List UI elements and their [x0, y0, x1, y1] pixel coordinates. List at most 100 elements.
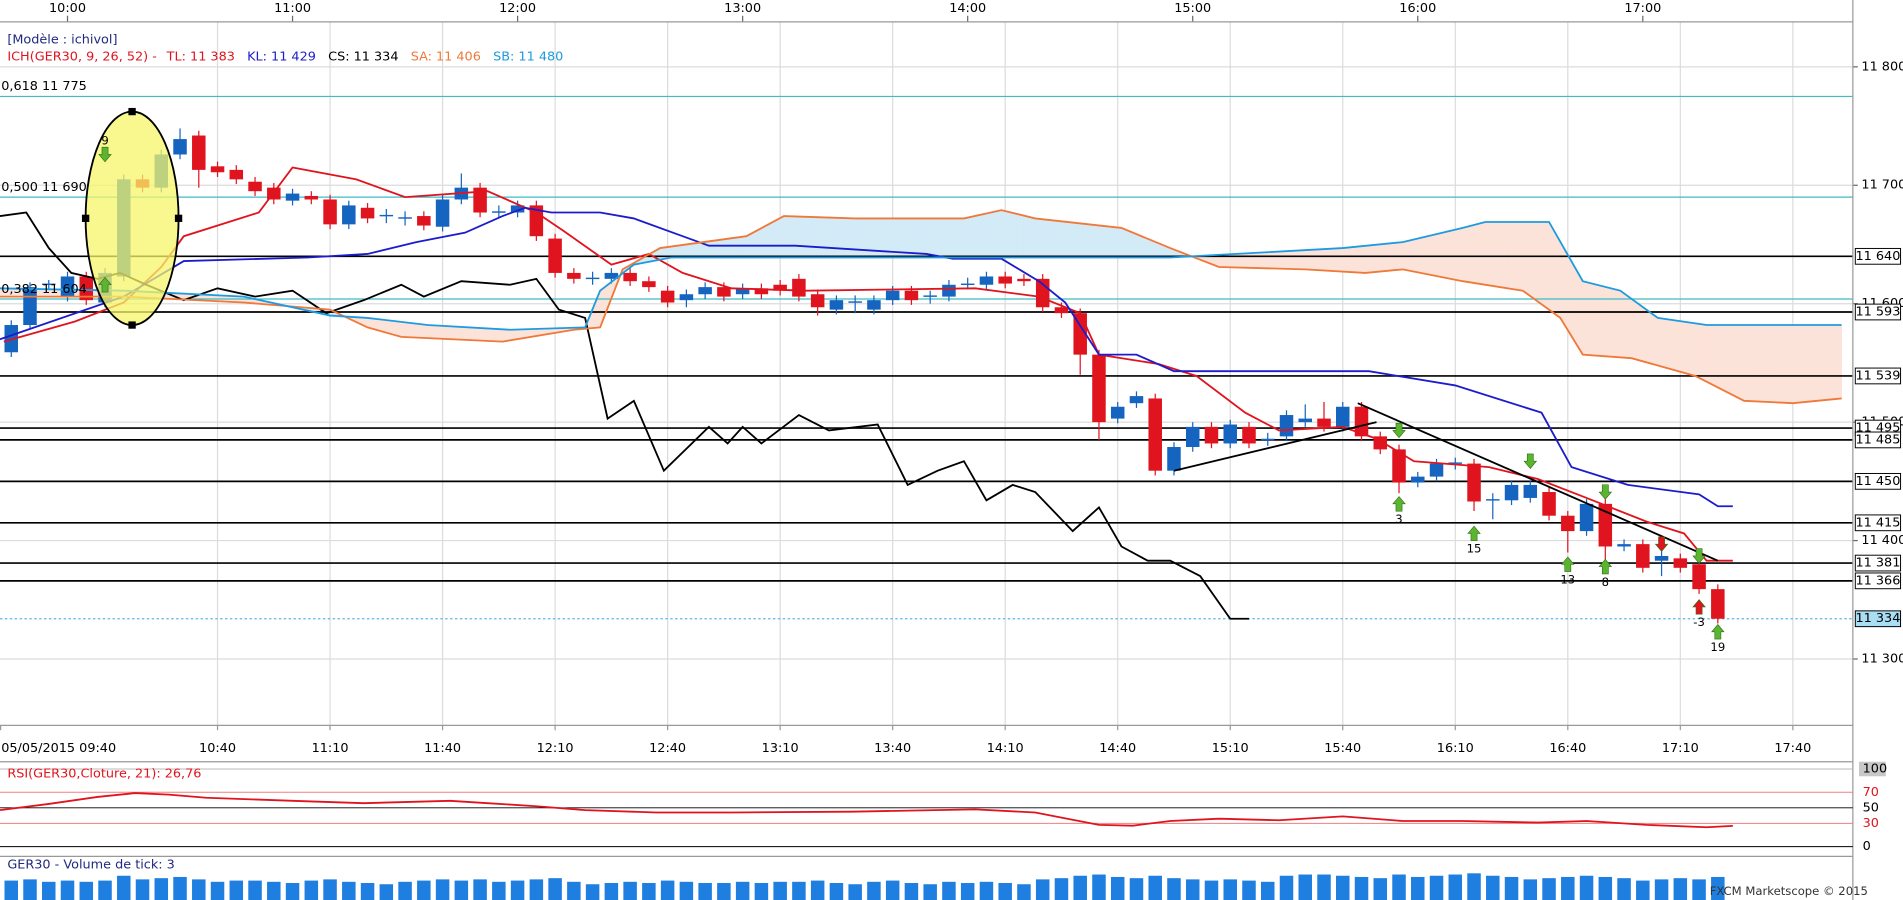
cloud [1230, 254, 1235, 268]
volume-bar [1073, 875, 1087, 900]
x-tick-label: 10:40 [199, 741, 236, 756]
volume-bar [98, 880, 112, 900]
cloud [1076, 222, 1081, 258]
rsi-tick-label: 70 [1863, 785, 1879, 800]
cloud [1245, 253, 1250, 268]
cloud [862, 218, 867, 258]
fib-label: 0,618 11 775 [1, 79, 87, 94]
cloud [1755, 325, 1760, 402]
candle-body [173, 139, 187, 155]
cloud [1609, 287, 1614, 357]
cloud [375, 318, 380, 331]
cloud [1654, 315, 1659, 366]
cloud [768, 222, 774, 258]
cloud [431, 325, 436, 339]
cloud [1635, 301, 1640, 361]
candle-body [1167, 447, 1181, 471]
cloud [1432, 234, 1437, 277]
cloud [993, 210, 999, 258]
cloud [1631, 298, 1636, 360]
cloud [1218, 254, 1224, 268]
cloud [1710, 325, 1715, 386]
cloud [1305, 249, 1310, 270]
cloud [476, 327, 481, 341]
volume-bar [1148, 875, 1162, 900]
rsi-top-box [1858, 761, 1886, 777]
volume-bar [1429, 875, 1444, 900]
cloud [1384, 243, 1389, 272]
cloud [1350, 246, 1355, 273]
cloud [1312, 249, 1317, 271]
candle-body [567, 272, 581, 279]
candle-body [192, 135, 206, 170]
cloud [761, 226, 766, 258]
cloud [1053, 220, 1059, 258]
volume-bar [1561, 876, 1575, 900]
cloud [1113, 227, 1119, 258]
cloud [787, 216, 792, 258]
cloud [1792, 325, 1797, 404]
candle-body [1504, 484, 1519, 501]
cloud [1417, 237, 1422, 274]
cloud [1706, 325, 1711, 384]
cloud [1012, 212, 1017, 258]
candle-body [923, 295, 937, 297]
rsi-tick-label: 30 [1863, 816, 1879, 831]
candle-body [1017, 278, 1031, 282]
cloud [1215, 254, 1220, 267]
signal-arrow [1692, 599, 1706, 615]
cloud [975, 215, 980, 258]
cloud [502, 329, 507, 342]
signal-arrow [1598, 558, 1613, 575]
volume-bar [454, 880, 469, 900]
x-tick-label: 15:40 [1324, 741, 1361, 756]
x-tick-label: 13:10 [762, 741, 799, 756]
cloud [772, 220, 777, 258]
x-tick-label: 16:10 [1437, 741, 1474, 756]
cloud [1260, 252, 1265, 269]
cloud [1684, 321, 1689, 374]
cloud [1605, 286, 1610, 357]
candle-body [1279, 415, 1294, 437]
volume-bar [1185, 879, 1200, 900]
volume-bar [510, 880, 525, 900]
signal-arrow [1598, 484, 1613, 500]
volume-bar [267, 881, 281, 900]
x-tick-label: 11:40 [424, 741, 461, 756]
volume-bar [342, 881, 356, 900]
cloud [675, 245, 680, 258]
candle-body [604, 272, 619, 279]
candle-body [529, 205, 544, 237]
cloud [393, 321, 398, 336]
rsi-tick-label: 50 [1863, 800, 1879, 815]
cloud [1522, 221, 1527, 294]
cloud [1042, 219, 1047, 258]
cloud [1027, 216, 1032, 258]
last-price-label: 11 334 [1856, 611, 1901, 626]
volume-bar [117, 875, 131, 900]
cloud [1774, 325, 1779, 403]
volume-bar [1054, 878, 1069, 900]
cloud [1128, 231, 1134, 258]
cloud [952, 218, 957, 258]
signal-label: -3 [1693, 615, 1705, 629]
volume-bar [1598, 876, 1613, 900]
candle-body [379, 214, 394, 217]
cloud [1151, 240, 1156, 258]
candle-body [548, 238, 562, 273]
candle-body [885, 290, 900, 301]
volume-bar [1711, 876, 1725, 900]
volume-bar [248, 880, 262, 900]
cloud [386, 320, 391, 334]
cloud [1162, 244, 1167, 258]
cloud [1680, 321, 1685, 373]
cloud [945, 218, 950, 258]
volume-bar [829, 883, 844, 900]
top-tick-label: 11:00 [274, 1, 311, 16]
cloud [1571, 261, 1576, 343]
volume-bar [529, 879, 544, 900]
candle-body [492, 211, 506, 213]
cloud [1046, 219, 1051, 258]
candle-body [473, 187, 487, 213]
cloud [971, 215, 976, 258]
